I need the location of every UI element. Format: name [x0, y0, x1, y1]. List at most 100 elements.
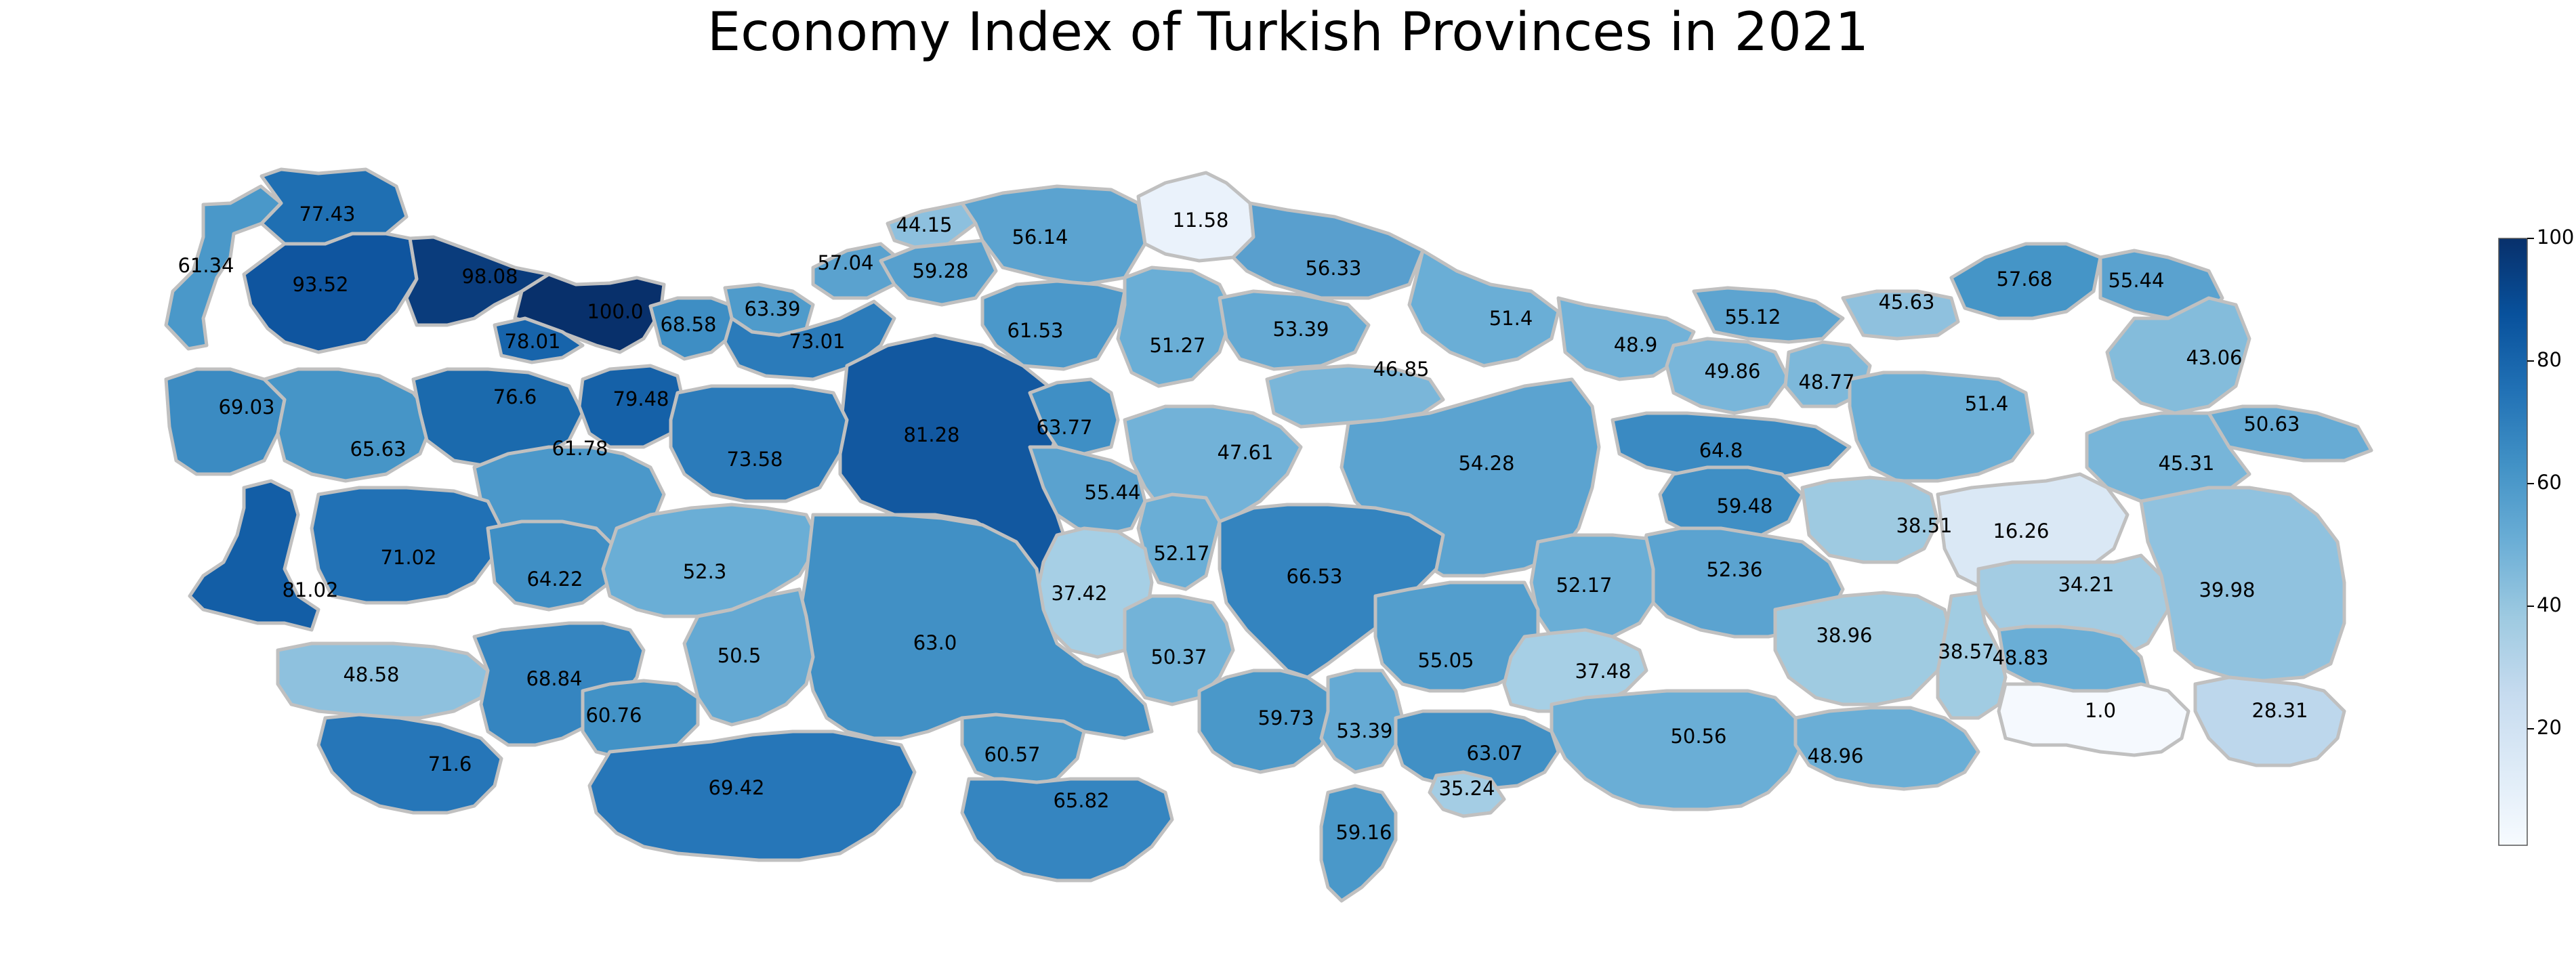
province-value-label: 35.24 [1438, 777, 1495, 800]
province-region [1800, 475, 1940, 564]
province-value-label: 63.0 [913, 631, 957, 654]
province-region [188, 479, 320, 632]
province-value-label: 38.57 [1938, 640, 1994, 663]
province-region [1793, 706, 1980, 791]
province-value-label: 37.42 [1051, 582, 1107, 605]
colorbar: 20 40 60 80 100 [2498, 226, 2574, 846]
province-value-label: 55.05 [1417, 649, 1474, 672]
province-value-label: 63.39 [744, 297, 800, 320]
province-region [1658, 465, 1804, 540]
province-region [1949, 242, 2102, 320]
province-region [411, 367, 585, 469]
province-value-label: 47.61 [1217, 441, 1273, 464]
province-region [404, 235, 551, 327]
province-value-label: 45.31 [2158, 452, 2214, 475]
province-value-label: 1.0 [2085, 699, 2116, 722]
province-value-label: 48.77 [1798, 370, 1854, 394]
province-region [1773, 591, 1953, 706]
province-value-label: 50.56 [1670, 725, 1726, 748]
province-region [310, 486, 503, 605]
province-labels: 77.43 61.34 93.52 98.08 100.0 78.01 68.58 63.39… [178, 203, 2308, 844]
province-region [886, 201, 978, 249]
province-value-label: 52.17 [1556, 574, 1612, 597]
province-regions [164, 167, 2373, 903]
province-value-label: 52.3 [683, 560, 727, 583]
province-value-label: 43.06 [2186, 346, 2242, 369]
province-region [1936, 591, 2008, 720]
province-value-label: 100.0 [587, 300, 643, 323]
province-value-label: 48.83 [1992, 646, 2048, 669]
province-region [1218, 289, 1371, 371]
map-title: Economy Index of Turkish Provinces in 20… [707, 2, 1869, 63]
province-value-label: 59.73 [1258, 706, 1314, 729]
province-region [960, 713, 1086, 788]
province-value-label: 98.08 [461, 265, 518, 288]
province-value-label: 65.82 [1053, 789, 1109, 812]
province-region [1319, 784, 1398, 903]
province-region [1848, 370, 2035, 483]
province-value-label: 55.44 [1084, 481, 1140, 504]
province-region [1265, 364, 1445, 429]
province-value-label: 79.48 [612, 387, 669, 410]
province-region [262, 367, 436, 483]
province-region [723, 299, 896, 381]
province-region [316, 713, 503, 815]
colorbar-tick-label: 60 [2537, 471, 2562, 494]
province-value-label: 61.78 [552, 437, 608, 460]
province-value-label: 69.42 [708, 776, 764, 799]
province-region [1997, 682, 2190, 757]
province-region [1665, 337, 1791, 415]
province-value-label: 64.8 [1699, 439, 1743, 462]
province-value-label: 38.51 [1896, 514, 1952, 537]
province-value-label: 59.28 [912, 259, 968, 282]
colorbar-tick-label: 80 [2537, 348, 2562, 371]
province-value-label: 57.68 [1996, 268, 2052, 291]
province-value-label: 59.16 [1335, 821, 1392, 844]
colorbar-scale [2498, 238, 2528, 846]
province-value-label: 73.01 [789, 330, 845, 353]
province-region [1231, 201, 1425, 300]
province-value-label: 57.04 [817, 251, 873, 274]
province-value-label: 56.33 [1305, 257, 1361, 280]
province-region [2139, 486, 2346, 683]
province-value-label: 68.58 [660, 313, 716, 336]
province-value-label: 50.63 [2243, 412, 2300, 436]
province-value-label: 51.4 [1965, 392, 2009, 415]
province-value-label: 81.02 [282, 578, 338, 601]
province-value-label: 49.86 [1704, 360, 1760, 383]
province-value-label: 77.43 [299, 203, 355, 226]
province-region [1428, 770, 1506, 818]
province-value-label: 73.58 [726, 448, 783, 471]
province-region [164, 367, 287, 476]
province-value-label: 50.5 [718, 644, 762, 667]
province-region [669, 384, 849, 503]
province-value-label: 44.15 [896, 213, 952, 236]
province-value-label: 48.9 [1614, 333, 1658, 356]
province-value-label: 16.26 [1993, 519, 2049, 543]
province-region [587, 729, 917, 862]
province-value-label: 60.57 [984, 743, 1040, 766]
province-value-label: 68.84 [526, 667, 582, 690]
province-value-label: 55.12 [1724, 305, 1781, 328]
province-region [1407, 249, 1560, 368]
province-region [1123, 594, 1235, 706]
province-value-label: 52.36 [1706, 558, 1762, 581]
province-value-label: 81.28 [903, 423, 959, 446]
province-region [164, 184, 283, 351]
province-region [2105, 296, 2251, 415]
province-value-label: 69.03 [218, 396, 274, 419]
province-region [879, 238, 998, 307]
province-region [1028, 445, 1147, 537]
province-region [1611, 411, 1852, 483]
province-region [2193, 675, 2346, 767]
province-value-label: 52.17 [1153, 542, 1209, 565]
province-value-label: 63.07 [1466, 742, 1522, 765]
province-region [581, 679, 700, 761]
colorbar-tick-label: 100 [2537, 226, 2574, 249]
province-region [682, 587, 815, 727]
province-region [980, 279, 1127, 371]
province-value-label: 51.27 [1149, 334, 1205, 357]
province-value-label: 38.96 [1816, 624, 1872, 647]
province-value-label: 66.53 [1286, 565, 1342, 588]
